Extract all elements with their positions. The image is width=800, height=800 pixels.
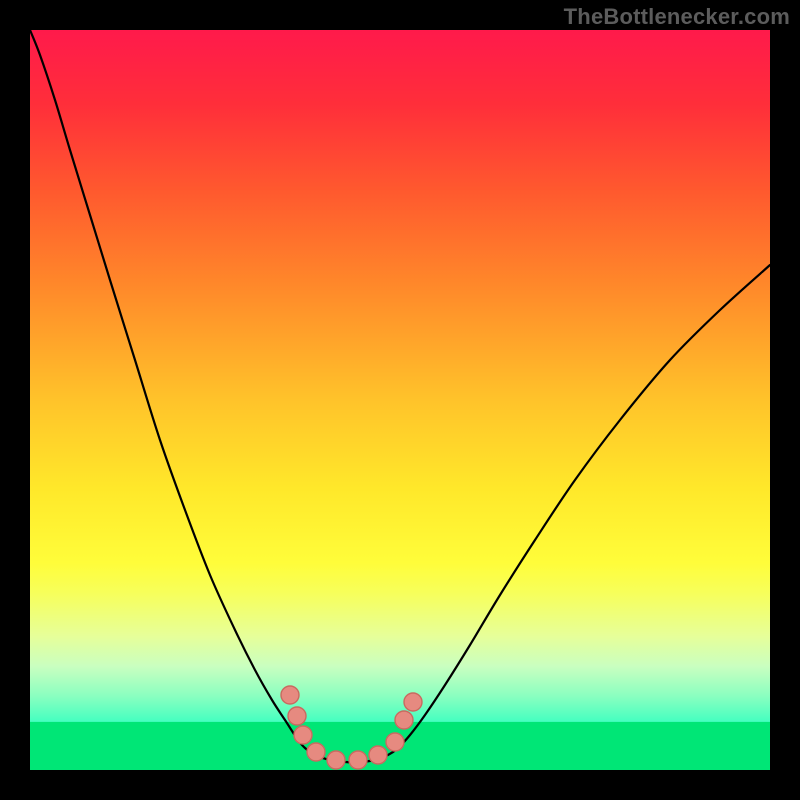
marker-dot: [294, 726, 312, 744]
chart-svg: [0, 0, 800, 800]
marker-dot: [307, 743, 325, 761]
marker-dot: [327, 751, 345, 769]
marker-dot: [349, 751, 367, 769]
plot-gradient: [30, 30, 770, 770]
marker-dot: [369, 746, 387, 764]
chart-canvas: TheBottlenecker.com: [0, 0, 800, 800]
marker-dot: [386, 733, 404, 751]
marker-dot: [395, 711, 413, 729]
marker-dot: [288, 707, 306, 725]
marker-dot: [281, 686, 299, 704]
marker-dot: [404, 693, 422, 711]
watermark-text: TheBottlenecker.com: [564, 4, 790, 30]
